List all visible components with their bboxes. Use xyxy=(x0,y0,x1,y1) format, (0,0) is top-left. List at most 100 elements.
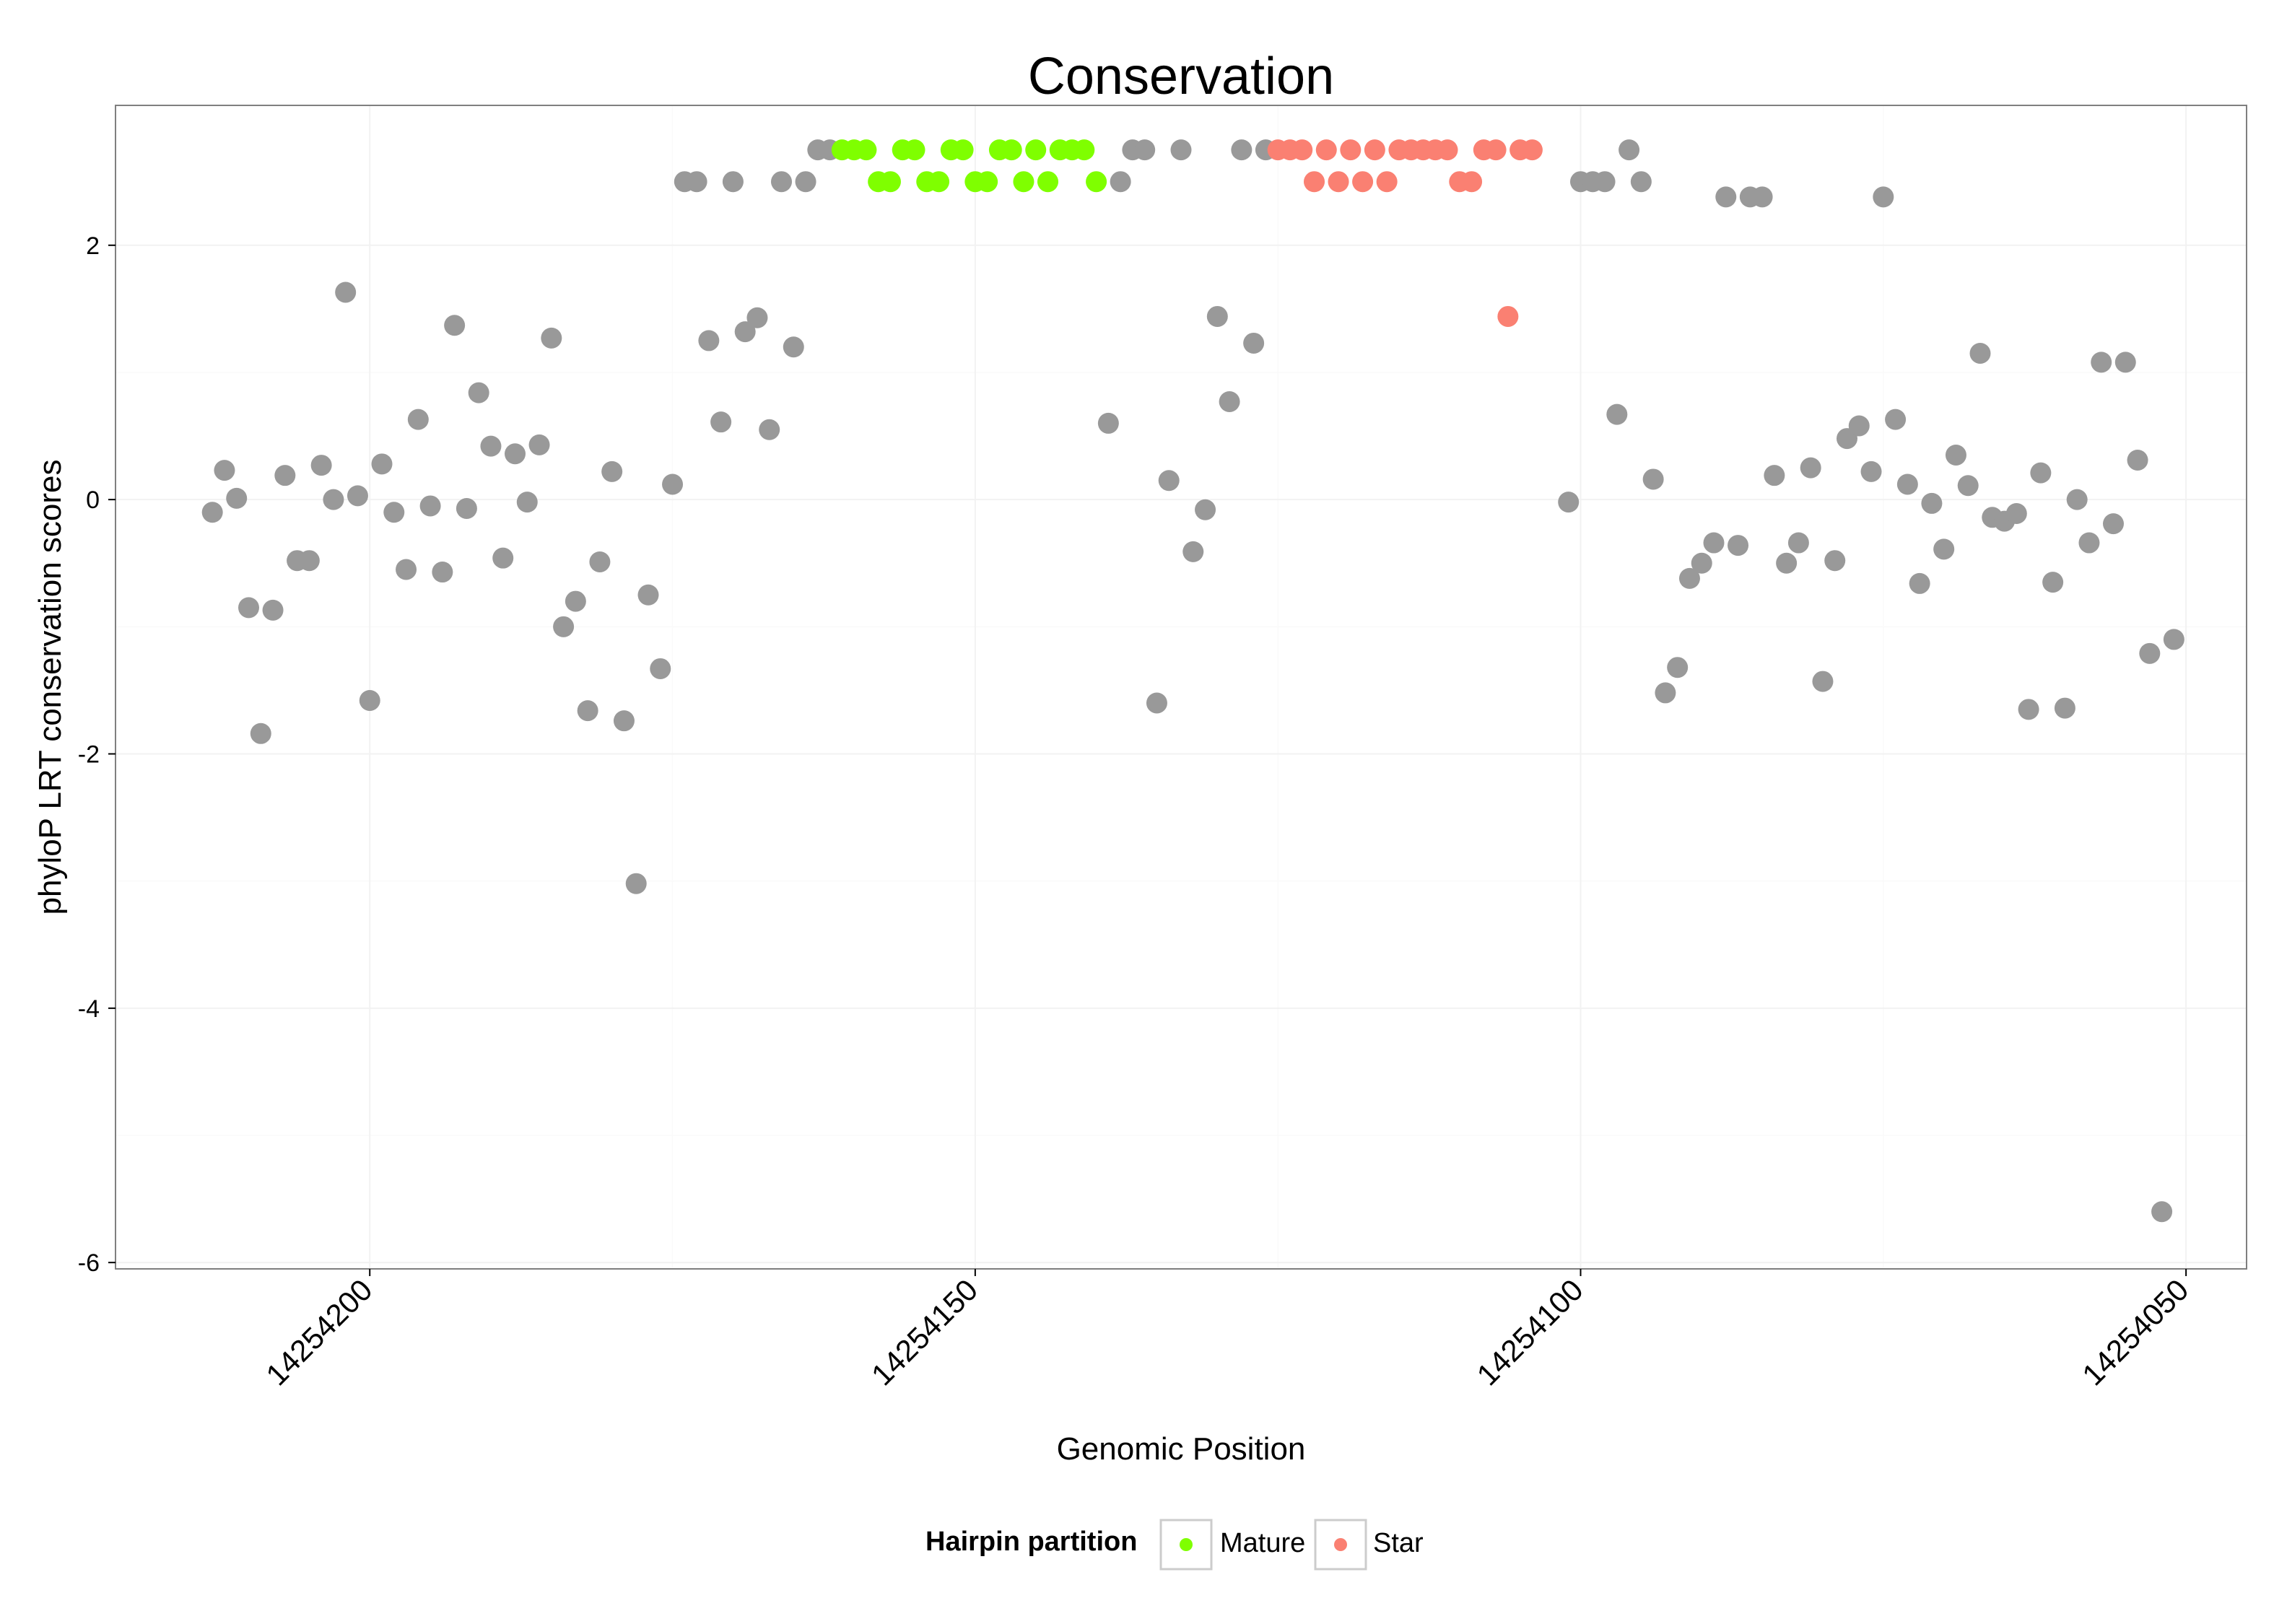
data-point-other xyxy=(1642,468,1664,490)
data-point-other xyxy=(407,409,429,430)
data-point-other xyxy=(262,599,284,621)
data-point-mature xyxy=(1037,171,1058,193)
data-point-star xyxy=(1340,139,1362,161)
data-point-other xyxy=(335,281,357,303)
major-grid xyxy=(116,105,2247,1269)
data-point-other xyxy=(1170,139,1192,161)
data-point-other xyxy=(2066,489,2088,510)
data-point-other xyxy=(734,321,756,343)
data-point-other xyxy=(505,443,526,465)
plot-border xyxy=(115,105,2247,1270)
data-point-other xyxy=(2030,462,2052,484)
data-point-other xyxy=(1728,535,1749,556)
data-point-star xyxy=(1461,171,1483,193)
data-point-mature xyxy=(952,139,974,161)
data-point-other xyxy=(396,559,417,580)
data-point-other xyxy=(589,551,611,572)
data-point-other xyxy=(347,485,368,507)
data-point-other xyxy=(2103,513,2124,535)
data-point-star xyxy=(1497,305,1519,327)
data-point-other xyxy=(662,473,684,495)
data-point-mature xyxy=(1025,139,1047,161)
data-point-other xyxy=(468,382,489,403)
legend-label-star: Star xyxy=(1373,1528,1424,1558)
data-point-other xyxy=(746,307,768,328)
data-point-other xyxy=(1812,671,1834,692)
y-tick-label: 2 xyxy=(86,232,100,260)
data-point-other xyxy=(419,495,441,517)
data-point-other xyxy=(2114,352,2136,373)
x-tick-label: 14254150 xyxy=(865,1272,984,1392)
data-point-other xyxy=(371,453,393,475)
data-point-other xyxy=(1606,403,1628,425)
data-point-other xyxy=(238,597,259,619)
data-point-other xyxy=(1097,412,1119,434)
data-point-other xyxy=(1715,186,1737,208)
data-point-mature xyxy=(1073,139,1095,161)
data-point-star xyxy=(1485,139,1507,161)
legend-key-mature-dot xyxy=(1180,1538,1193,1551)
data-point-other xyxy=(1678,567,1700,589)
data-point-other xyxy=(1558,492,1580,513)
data-point-star xyxy=(1328,171,1349,193)
data-point-other xyxy=(1885,409,1907,430)
data-point-other xyxy=(1848,415,1870,437)
data-point-other xyxy=(783,336,804,358)
data-point-star xyxy=(1521,139,1543,161)
data-point-other xyxy=(1110,171,1131,193)
data-point-other xyxy=(274,465,296,486)
data-point-other xyxy=(250,722,271,744)
data-point-other xyxy=(650,658,671,679)
data-point-mature xyxy=(904,139,925,161)
data-point-other xyxy=(1933,538,1955,560)
data-point-other xyxy=(2005,503,2027,525)
x-axis-title: Genomic Position xyxy=(1057,1431,1306,1467)
data-point-other xyxy=(1873,186,1894,208)
data-point-star xyxy=(1304,171,1325,193)
data-point-other xyxy=(1800,457,1821,479)
data-point-other xyxy=(1945,444,1966,466)
data-point-other xyxy=(2139,642,2161,664)
data-point-other xyxy=(1219,390,1240,412)
y-tick-label: -4 xyxy=(78,995,100,1023)
data-point-other xyxy=(710,411,732,433)
data-point-other xyxy=(1146,692,1167,714)
data-point-other xyxy=(1619,139,1640,161)
data-point-other xyxy=(1764,465,1785,486)
data-point-other xyxy=(516,492,538,513)
data-point-other xyxy=(2018,699,2039,720)
data-point-other xyxy=(214,460,235,481)
data-point-other xyxy=(2091,352,2112,373)
data-point-other xyxy=(625,873,647,894)
legend-key-star-dot xyxy=(1334,1538,1347,1551)
plot-background xyxy=(116,105,2247,1269)
legend-title: Hairpin partition xyxy=(925,1527,1137,1557)
data-point-star xyxy=(1352,171,1374,193)
data-point-other xyxy=(298,550,320,572)
y-tick-label: -2 xyxy=(78,741,100,768)
data-point-other xyxy=(1231,139,1253,161)
data-point-other xyxy=(1182,541,1204,562)
data-point-other xyxy=(323,489,344,510)
data-point-other xyxy=(456,497,477,519)
chart-title: Conservation xyxy=(1028,48,1334,105)
data-point-other xyxy=(1158,470,1180,492)
data-point-other xyxy=(528,434,550,455)
data-point-other xyxy=(1751,186,1773,208)
legend-label-mature: Mature xyxy=(1220,1528,1305,1558)
data-point-other xyxy=(1909,572,1930,594)
data-point-other xyxy=(383,502,405,523)
data-point-other xyxy=(1195,499,1216,520)
data-point-other xyxy=(1860,460,1882,482)
data-point-other xyxy=(1921,492,1943,514)
data-point-other xyxy=(2078,532,2100,554)
data-point-star xyxy=(1315,139,1337,161)
data-point-other xyxy=(1703,532,1725,554)
data-point-star xyxy=(1376,171,1398,193)
y-axis: 2 0 -2 -4 -6 xyxy=(78,232,116,1277)
data-point-other xyxy=(2042,572,2064,593)
data-point-other xyxy=(1776,552,1798,574)
data-point-star xyxy=(1437,139,1458,161)
x-tick-label: 14254050 xyxy=(2075,1272,2195,1392)
data-point-mature xyxy=(977,171,998,193)
